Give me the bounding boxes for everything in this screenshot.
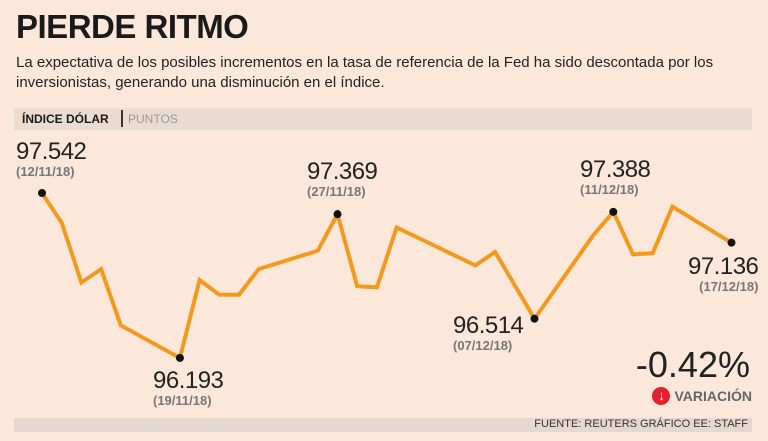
change-label: ↓ VARIACIÓN <box>652 387 752 405</box>
annotation-peak-dec: 97.388 (11/12/18) <box>580 156 651 197</box>
annotated-point-marker <box>333 210 342 219</box>
series-line <box>40 191 733 361</box>
annotation-value: 96.514 <box>453 312 524 339</box>
annotated-point-marker <box>727 238 736 247</box>
chart-title: PIERDE RITMO <box>16 8 249 45</box>
annotation-date: (17/12/18) <box>699 279 759 294</box>
annotation-date: (07/12/18) <box>453 338 513 353</box>
change-label-text: VARIACIÓN <box>674 388 752 404</box>
source-bar: FUENTE: REUTERS GRÁFICO EE: STAFF <box>14 418 752 432</box>
annotated-point-marker <box>530 314 539 323</box>
annotation-low-dec: 96.514 (07/12/18) <box>453 312 524 353</box>
annotation-value: 97.369 <box>307 158 378 185</box>
series-unit: PUNTOS <box>128 112 178 126</box>
series-title: ÍNDICE DÓLAR <box>22 112 109 126</box>
source-text: FUENTE: REUTERS GRÁFICO EE: STAFF <box>534 418 748 430</box>
annotation-value: 97.542 <box>16 138 87 165</box>
annotation-start: 97.542 (12/11/18) <box>16 138 87 179</box>
annotation-value: 97.388 <box>580 156 651 183</box>
change-value: -0.42% <box>635 344 750 385</box>
annotation-peak-nov: 97.369 (27/11/18) <box>307 158 378 199</box>
annotation-date: (11/12/18) <box>580 182 639 197</box>
annotation-date: (19/11/18) <box>153 393 212 408</box>
divider <box>121 110 123 127</box>
annotated-point-marker <box>609 207 618 216</box>
arrow-down-circle-icon: ↓ <box>652 387 671 405</box>
series-header: ÍNDICE DÓLAR PUNTOS <box>14 108 752 130</box>
annotated-point-marker <box>175 353 184 362</box>
annotation-min: 96.193 (19/11/18) <box>153 367 224 408</box>
chart-subtitle: La expectativa de los posibles increment… <box>16 54 714 91</box>
annotation-value: 96.193 <box>153 367 224 394</box>
annotated-point-marker <box>38 189 46 197</box>
annotation-date: (12/11/18) <box>16 164 75 179</box>
annotation-end: 97.136 (17/12/18) <box>688 253 759 294</box>
annotation-date: (27/11/18) <box>307 184 366 199</box>
annotation-value: 97.136 <box>688 253 759 280</box>
